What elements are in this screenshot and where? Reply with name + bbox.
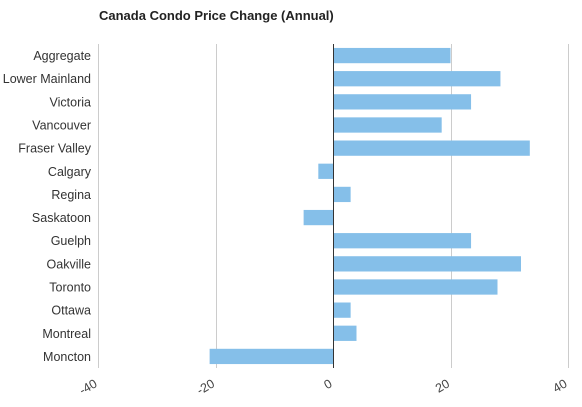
category-label: Ottawa bbox=[51, 304, 91, 318]
category-label: Vancouver bbox=[32, 119, 91, 133]
bars bbox=[209, 47, 530, 365]
category-label: Montreal bbox=[42, 327, 91, 341]
bar-victoria bbox=[333, 94, 472, 110]
bar-lower-mainland bbox=[333, 71, 501, 87]
x-tick-label: 20 bbox=[433, 376, 452, 395]
bar-fraser-valley bbox=[333, 140, 530, 156]
category-label: Fraser Valley bbox=[18, 142, 91, 156]
bar-calgary bbox=[318, 163, 333, 179]
bar-guelph bbox=[333, 233, 472, 249]
category-label: Regina bbox=[51, 188, 91, 202]
category-label: Moncton bbox=[43, 350, 91, 364]
x-tick-label: -20 bbox=[194, 376, 217, 397]
x-tick-label: -40 bbox=[77, 376, 100, 397]
bar-vancouver bbox=[333, 117, 442, 133]
bar-aggregate bbox=[333, 47, 451, 64]
category-labels: Aggregate Lower Mainland Victoria Vancouver… bbox=[3, 49, 92, 364]
bar-regina bbox=[333, 186, 351, 203]
bar-toronto bbox=[333, 279, 498, 295]
category-label: Guelph bbox=[51, 234, 91, 248]
bar-oakville bbox=[333, 256, 521, 272]
category-label: Saskatoon bbox=[32, 211, 91, 225]
bar-saskatoon bbox=[303, 209, 333, 226]
x-tick-label: 0 bbox=[321, 376, 334, 392]
bar-moncton bbox=[209, 348, 333, 365]
category-label: Lower Mainland bbox=[3, 72, 91, 86]
x-tick-labels: -40 -20 0 20 40 bbox=[77, 376, 570, 397]
bar-ottawa bbox=[333, 302, 351, 318]
x-tick-label: 40 bbox=[550, 376, 569, 395]
chart-title: Canada Condo Price Change (Annual) bbox=[99, 8, 334, 23]
category-label: Oakville bbox=[47, 257, 92, 271]
category-label: Calgary bbox=[48, 165, 92, 179]
bar-montreal bbox=[333, 325, 357, 341]
category-label: Victoria bbox=[50, 95, 92, 109]
category-label: Toronto bbox=[49, 281, 91, 295]
category-label: Aggregate bbox=[33, 49, 91, 63]
